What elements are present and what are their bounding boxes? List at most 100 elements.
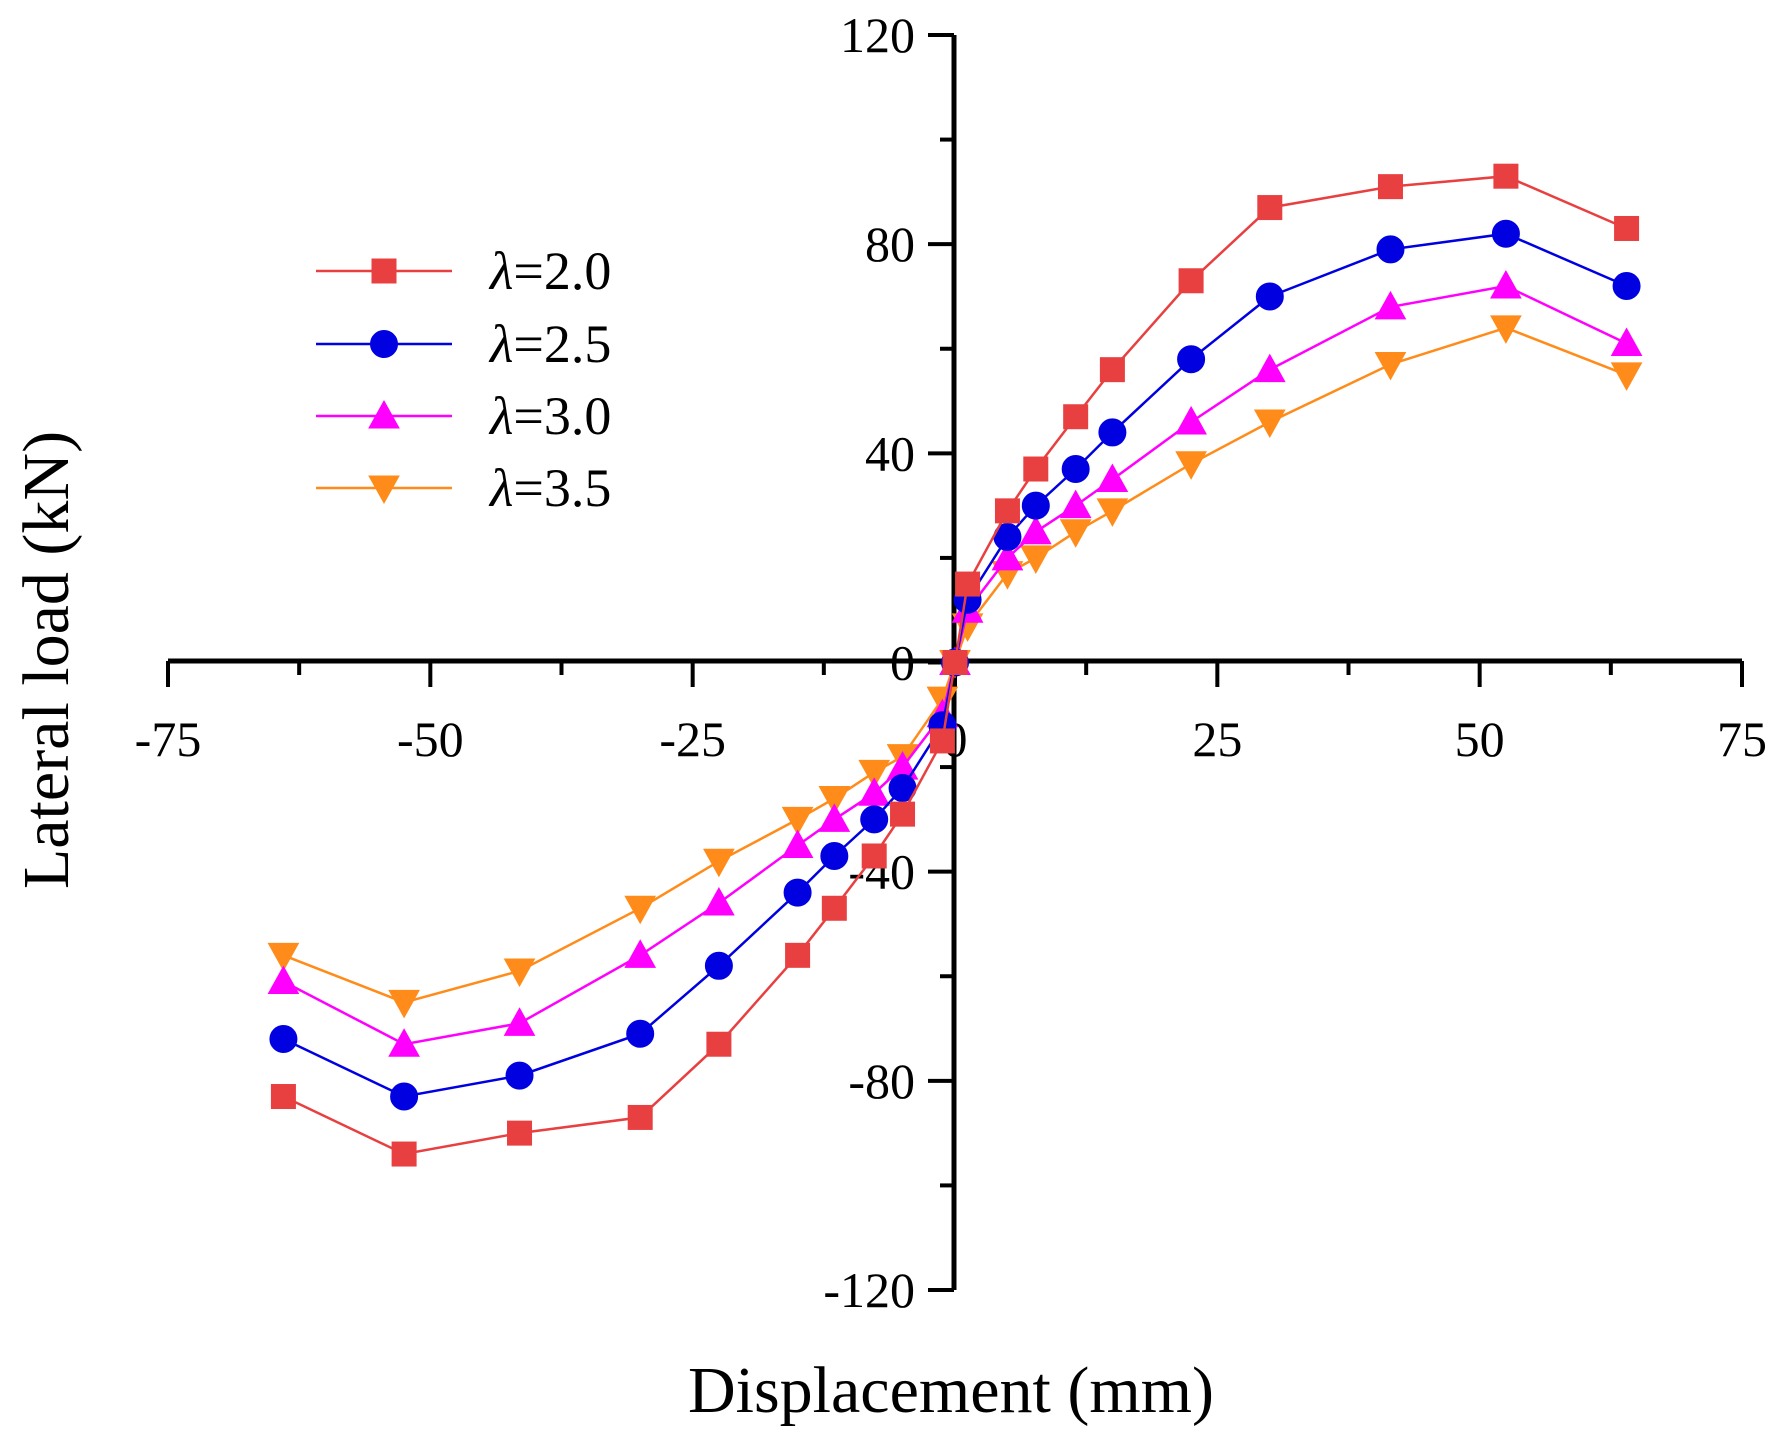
legend-symbol: λ [488, 314, 513, 374]
data-point [929, 728, 955, 754]
data-point [390, 1082, 419, 1111]
data-point [821, 895, 847, 921]
data-point [785, 942, 811, 968]
x-tick-label: 25 [1192, 711, 1242, 767]
x-tick-label: 75 [1717, 711, 1767, 767]
data-point [1614, 215, 1640, 241]
data-point [388, 1028, 420, 1057]
data-point [269, 1025, 298, 1053]
data-point [1099, 357, 1125, 383]
data-point [1253, 353, 1286, 383]
data-point [1019, 515, 1052, 545]
legend-entry: λ=2.5 [316, 314, 611, 374]
data-point [861, 843, 887, 869]
data-point [1374, 290, 1407, 320]
data-point [858, 777, 891, 806]
data-point [1059, 489, 1092, 519]
data-point [1610, 327, 1643, 357]
legend-entry: λ=2.0 [316, 241, 611, 301]
y-tick-label: -120 [823, 1262, 915, 1318]
data-point [391, 1141, 417, 1167]
data-point [820, 841, 849, 870]
legend-entry: λ=3.5 [316, 458, 611, 518]
data-point [1021, 491, 1050, 520]
data-point [503, 958, 536, 988]
y-tick-label: -80 [848, 1053, 915, 1109]
data-point [703, 848, 735, 878]
data-point [1612, 272, 1641, 300]
data-point [942, 650, 968, 675]
data-point [1255, 282, 1284, 311]
data-point [1063, 404, 1089, 430]
legend-label: λ=3.0 [488, 386, 611, 446]
data-point [955, 571, 981, 597]
legend-label: λ=3.5 [488, 458, 611, 518]
legend-marker [368, 475, 400, 505]
data-point [1023, 456, 1049, 482]
legend-value: =3.5 [513, 458, 611, 518]
data-point [1493, 163, 1519, 189]
data-point [1098, 418, 1127, 447]
data-point [1061, 455, 1090, 484]
data-point [1610, 362, 1643, 391]
data-point [781, 829, 814, 859]
data-point [1374, 351, 1407, 381]
data-series [267, 163, 1643, 1167]
series-0 [270, 163, 1640, 1167]
data-point [994, 498, 1020, 524]
legend-value: =2.0 [513, 241, 611, 301]
legend-entry: λ=3.0 [316, 386, 611, 446]
x-tick-label: -25 [659, 711, 726, 767]
legend-symbol: λ [488, 458, 513, 518]
y-tick-label: 0 [890, 635, 915, 691]
legend-symbol: λ [488, 386, 513, 446]
data-point [1175, 405, 1207, 435]
data-point [1096, 463, 1129, 492]
data-point [503, 1007, 536, 1036]
x-tick-label: 50 [1455, 711, 1505, 767]
data-point [1177, 345, 1206, 374]
data-point [388, 989, 420, 1019]
x-axis-title: Displacement (mm) [688, 1354, 1214, 1427]
data-point [1491, 219, 1520, 248]
data-point [703, 887, 735, 916]
legend-value: =2.5 [513, 314, 611, 374]
legend-label: λ=2.0 [488, 241, 611, 301]
data-point [627, 1104, 653, 1130]
legend-symbol: λ [488, 241, 513, 301]
data-point [1490, 269, 1522, 299]
data-point [1019, 545, 1052, 574]
data-point [267, 942, 300, 972]
data-point [858, 759, 891, 789]
y-tick-label: 120 [840, 7, 915, 63]
data-point [1175, 451, 1207, 480]
legend-label: λ=2.5 [488, 314, 611, 374]
data-point [1376, 235, 1405, 264]
data-point [783, 878, 812, 907]
y-axis-title: Lateral load (kN) [10, 431, 83, 889]
data-point [1178, 268, 1204, 294]
data-point [267, 965, 300, 994]
data-point [781, 806, 814, 836]
data-point [860, 805, 889, 834]
data-point [1096, 498, 1129, 527]
y-tick-label: 80 [865, 216, 915, 272]
data-point [1059, 519, 1092, 548]
data-point [1253, 409, 1286, 438]
legend-marker [370, 330, 398, 358]
data-point [818, 785, 851, 815]
legend-marker [368, 399, 400, 429]
data-point [1377, 174, 1403, 200]
data-point [624, 895, 657, 925]
data-point [507, 1120, 533, 1146]
data-point [270, 1084, 296, 1110]
legend: λ=2.0λ=2.5λ=3.0λ=3.5 [316, 241, 611, 518]
data-point [1257, 195, 1283, 221]
data-point [991, 541, 1024, 571]
data-point [818, 803, 851, 832]
data-point [505, 1061, 534, 1090]
legend-marker [371, 258, 397, 284]
y-tick-label: 40 [865, 425, 915, 481]
